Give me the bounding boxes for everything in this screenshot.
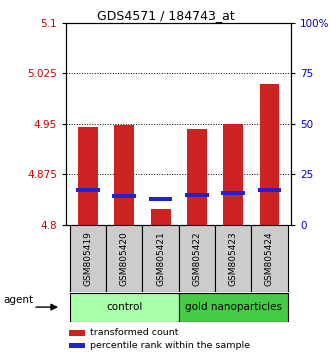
- Text: GSM805421: GSM805421: [156, 231, 165, 286]
- Text: gold nanoparticles: gold nanoparticles: [185, 302, 282, 312]
- FancyBboxPatch shape: [142, 225, 179, 292]
- Text: GSM805422: GSM805422: [192, 231, 201, 286]
- Bar: [151, 209, 170, 225]
- Text: control: control: [106, 302, 142, 312]
- FancyBboxPatch shape: [179, 225, 215, 292]
- Text: GSM805424: GSM805424: [265, 231, 274, 286]
- Text: transformed count: transformed count: [90, 328, 178, 337]
- Bar: [258, 188, 281, 192]
- Bar: [69, 343, 85, 348]
- Bar: [76, 188, 100, 192]
- Bar: [69, 330, 85, 336]
- Text: GDS4571 / 184743_at: GDS4571 / 184743_at: [97, 9, 234, 22]
- Bar: [260, 84, 279, 225]
- Bar: [223, 124, 243, 225]
- Bar: [114, 125, 134, 225]
- Bar: [185, 193, 209, 196]
- FancyBboxPatch shape: [251, 225, 288, 292]
- Bar: [187, 129, 207, 225]
- FancyBboxPatch shape: [179, 293, 288, 321]
- Text: GSM805419: GSM805419: [83, 231, 92, 286]
- Text: GSM805420: GSM805420: [120, 231, 129, 286]
- Bar: [221, 191, 245, 195]
- FancyBboxPatch shape: [215, 225, 251, 292]
- Text: percentile rank within the sample: percentile rank within the sample: [90, 341, 250, 350]
- Text: GSM805423: GSM805423: [229, 231, 238, 286]
- Bar: [149, 197, 172, 201]
- FancyBboxPatch shape: [106, 225, 142, 292]
- FancyBboxPatch shape: [70, 225, 106, 292]
- Bar: [78, 127, 98, 225]
- FancyBboxPatch shape: [70, 293, 179, 321]
- Text: agent: agent: [3, 296, 33, 306]
- Bar: [113, 194, 136, 198]
